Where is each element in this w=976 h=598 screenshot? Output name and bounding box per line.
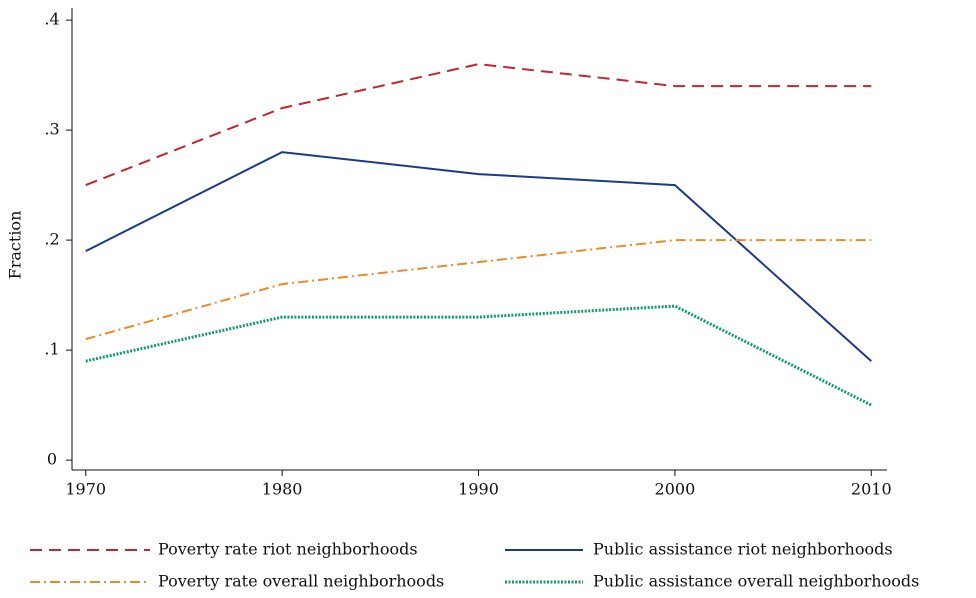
- y-tick-label: 0: [47, 450, 57, 469]
- legend-label: Poverty rate riot neighborhoods: [158, 540, 418, 559]
- x-tick-label: 1990: [458, 480, 499, 499]
- y-axis-label: Fraction: [6, 211, 25, 280]
- x-tick-label: 1970: [65, 480, 106, 499]
- y-tick-label: .1: [44, 340, 59, 359]
- x-tick-label: 2010: [851, 480, 892, 499]
- series-line: [85, 239, 872, 341]
- x-tick-label: 2000: [655, 480, 696, 499]
- series-line: [85, 63, 872, 187]
- y-tick-label: .4: [44, 10, 59, 29]
- legend-label: Public assistance overall neighborhoods: [593, 572, 919, 591]
- y-tick-label: .2: [44, 230, 59, 249]
- series-line: [85, 151, 872, 362]
- series-line: [85, 304, 872, 407]
- y-tick-label: .3: [44, 120, 59, 139]
- legend-label: Poverty rate overall neighborhoods: [158, 572, 444, 591]
- x-tick-label: 1980: [262, 480, 303, 499]
- legend-label: Public assistance riot neighborhoods: [593, 540, 893, 559]
